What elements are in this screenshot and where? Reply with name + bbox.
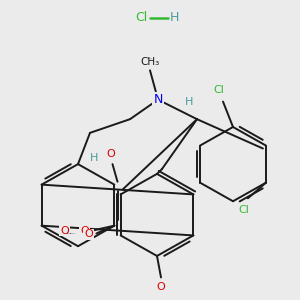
Text: Cl: Cl	[214, 85, 224, 95]
Text: methoxy: methoxy	[64, 229, 70, 230]
Text: H: H	[170, 11, 179, 24]
Text: methyl: methyl	[68, 233, 72, 235]
Text: O: O	[80, 226, 89, 236]
Text: H: H	[90, 153, 99, 163]
Text: methyl: methyl	[148, 57, 153, 59]
Text: O: O	[157, 282, 165, 292]
Text: O: O	[84, 230, 93, 239]
Text: O: O	[106, 149, 115, 159]
Text: Cl: Cl	[238, 205, 249, 215]
Text: H: H	[185, 97, 193, 106]
Text: N: N	[153, 93, 163, 106]
Text: Cl: Cl	[136, 11, 148, 24]
Text: methoxy: methoxy	[70, 233, 76, 235]
Text: O: O	[60, 226, 69, 236]
Text: CH₃: CH₃	[140, 57, 160, 67]
